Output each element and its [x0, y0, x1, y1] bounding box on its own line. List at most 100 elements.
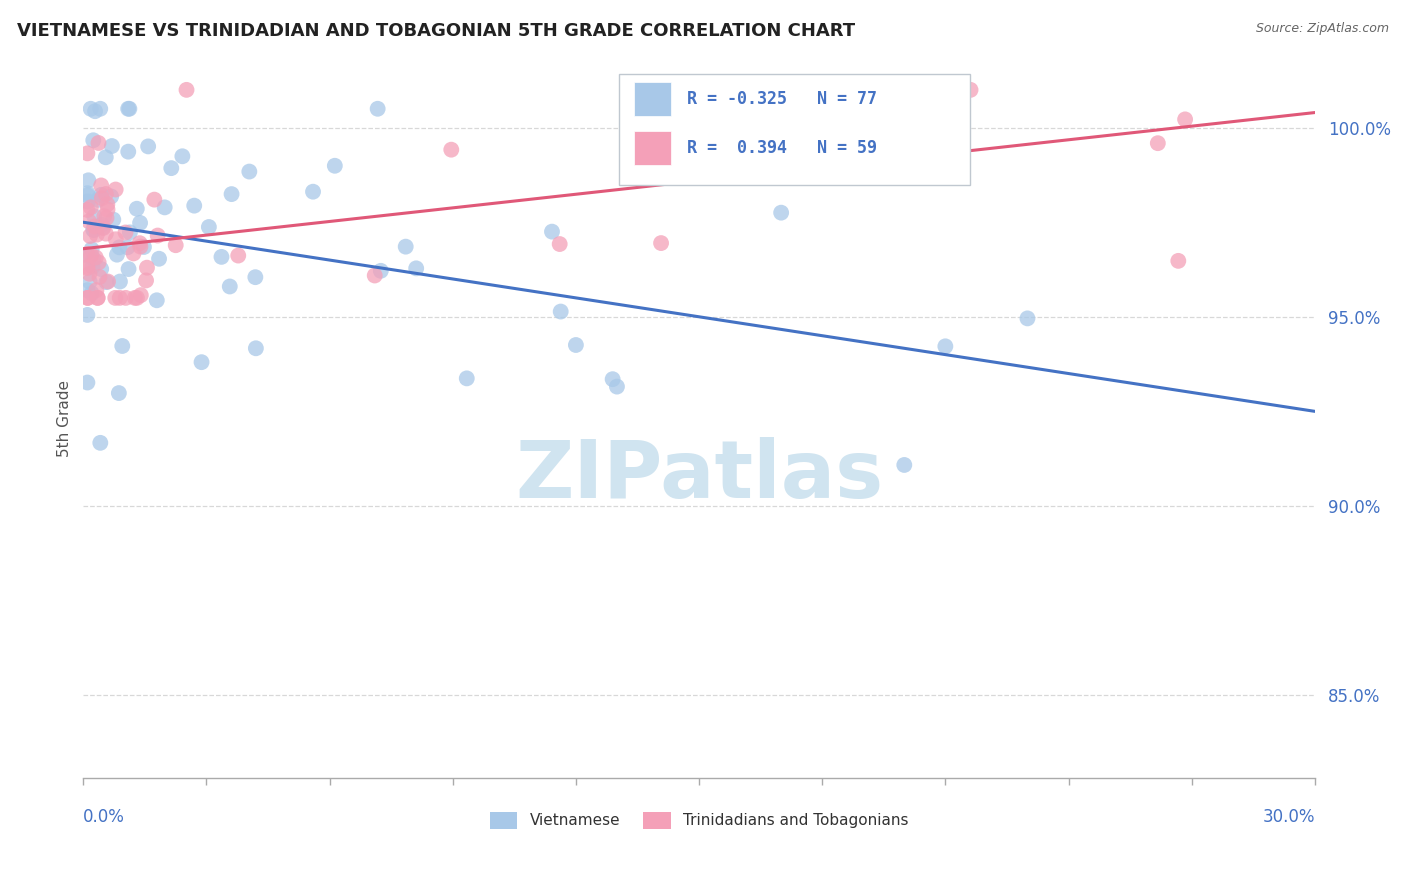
- Point: [103, 212, 125, 227]
- Y-axis label: 5th Grade: 5th Grade: [58, 380, 72, 458]
- Legend: Vietnamese, Trinidadians and Tobagonians: Vietnamese, Trinidadians and Tobagonians: [484, 805, 914, 835]
- Point: [91, 221, 114, 235]
- Point: [395, 240, 418, 254]
- Point: [934, 339, 956, 353]
- Text: R =  0.394   N = 59: R = 0.394 N = 59: [686, 139, 877, 157]
- Point: [83, 209, 105, 223]
- Point: [606, 379, 628, 393]
- Point: [77, 173, 100, 187]
- Point: [118, 102, 141, 116]
- Point: [117, 240, 139, 254]
- Point: [87, 193, 110, 207]
- Point: [117, 262, 139, 277]
- Point: [76, 202, 98, 217]
- Point: [104, 232, 127, 246]
- Point: [105, 248, 128, 262]
- Point: [86, 291, 108, 305]
- Point: [90, 187, 112, 202]
- Point: [367, 102, 389, 116]
- Point: [370, 264, 392, 278]
- Point: [80, 200, 103, 214]
- Point: [135, 273, 157, 287]
- Text: ZIPatlas: ZIPatlas: [515, 437, 883, 516]
- Point: [96, 211, 118, 225]
- Point: [90, 218, 112, 232]
- Point: [101, 139, 124, 153]
- Point: [80, 286, 103, 301]
- Point: [83, 223, 105, 237]
- Point: [190, 355, 212, 369]
- Point: [94, 187, 117, 202]
- Point: [148, 252, 170, 266]
- Point: [323, 159, 346, 173]
- Point: [959, 83, 981, 97]
- Point: [76, 194, 98, 209]
- Point: [80, 242, 103, 256]
- Point: [104, 182, 127, 196]
- Point: [76, 260, 98, 274]
- Point: [405, 261, 427, 276]
- Point: [76, 186, 98, 201]
- Point: [1167, 253, 1189, 268]
- Point: [218, 279, 240, 293]
- Point: [211, 250, 233, 264]
- Point: [108, 291, 131, 305]
- Point: [129, 239, 152, 253]
- Point: [245, 341, 267, 355]
- FancyBboxPatch shape: [634, 82, 671, 116]
- Point: [76, 247, 98, 261]
- Point: [94, 150, 117, 164]
- Point: [550, 304, 572, 318]
- FancyBboxPatch shape: [634, 131, 671, 165]
- Point: [96, 275, 118, 289]
- Point: [125, 202, 148, 216]
- Point: [132, 240, 155, 254]
- Point: [79, 229, 101, 244]
- Point: [124, 291, 146, 305]
- Point: [76, 376, 98, 390]
- Point: [90, 262, 112, 277]
- Point: [117, 102, 139, 116]
- Point: [82, 133, 104, 147]
- Point: [76, 146, 98, 161]
- Point: [650, 236, 672, 251]
- Point: [77, 214, 100, 228]
- Point: [82, 223, 104, 237]
- Point: [226, 249, 249, 263]
- Point: [456, 371, 478, 385]
- Point: [548, 237, 571, 252]
- Point: [87, 255, 110, 269]
- Text: Source: ZipAtlas.com: Source: ZipAtlas.com: [1256, 22, 1389, 36]
- Point: [89, 435, 111, 450]
- Point: [172, 149, 194, 163]
- Point: [440, 143, 463, 157]
- Point: [136, 260, 159, 275]
- Point: [176, 83, 198, 97]
- Point: [1017, 311, 1039, 326]
- Point: [146, 293, 169, 308]
- Point: [79, 275, 101, 289]
- Point: [83, 219, 105, 234]
- Point: [183, 199, 205, 213]
- Text: R = -0.325   N = 77: R = -0.325 N = 77: [686, 90, 877, 108]
- Point: [76, 188, 98, 202]
- Point: [238, 164, 260, 178]
- Point: [76, 248, 98, 262]
- Point: [84, 251, 107, 265]
- Point: [128, 236, 150, 251]
- Point: [93, 209, 115, 223]
- Point: [87, 136, 110, 150]
- Point: [165, 238, 187, 252]
- Point: [84, 104, 107, 119]
- Point: [96, 197, 118, 211]
- Point: [76, 260, 98, 275]
- Text: 0.0%: 0.0%: [83, 808, 125, 827]
- Point: [90, 191, 112, 205]
- Point: [96, 202, 118, 217]
- Point: [1146, 136, 1168, 151]
- Point: [80, 248, 103, 262]
- Point: [97, 275, 120, 289]
- Point: [80, 102, 103, 116]
- Point: [893, 458, 915, 472]
- Point: [77, 291, 100, 305]
